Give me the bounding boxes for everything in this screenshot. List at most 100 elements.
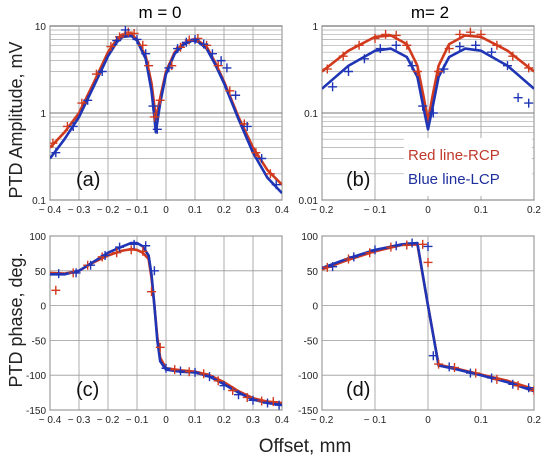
panel-d-label: (d) xyxy=(346,379,370,401)
panel-b-lcp_pts-point xyxy=(513,93,523,103)
panel-b-ytick: 0.1 xyxy=(304,109,318,120)
panel-a-rcp_pts-point xyxy=(77,98,87,108)
panel-d-lcp_pts-point xyxy=(444,362,454,372)
panel-c-xtick: − 0.4 xyxy=(39,415,62,426)
panel-d-lcp_pts-point xyxy=(508,379,518,389)
panel-a-lcp_pts-point xyxy=(132,34,142,44)
panel-c-rcp_pts-point xyxy=(51,285,61,295)
panel-b-rcp_pts-point xyxy=(444,44,454,54)
panel-d-ytick: -100 xyxy=(298,371,318,382)
panel-a-lcp_pts-point xyxy=(141,49,151,59)
panel-c-lcp_pts-point xyxy=(234,390,243,400)
panel-c-rcp_pts-point xyxy=(268,397,278,407)
panel-a-rcp_pts-point xyxy=(225,86,235,96)
panel-a-series xyxy=(50,26,282,194)
panel-d-lcp_pts-point xyxy=(407,238,417,248)
panel-a-xtick: 0.1 xyxy=(188,205,202,216)
panel-c-lcp_pts-point xyxy=(149,266,159,276)
panel-a-lcp_fit-line xyxy=(50,34,282,194)
panel-d-xtick: − 0.2 xyxy=(311,415,334,426)
panel-a-lcp_pts-point xyxy=(231,90,241,100)
panel-b-rcp_pts-point xyxy=(434,66,444,76)
panel-b-rcp_pts-point xyxy=(476,29,486,39)
panel-d-rcp_pts-point xyxy=(344,254,353,264)
panel-c-rcp_pts-point xyxy=(147,287,156,297)
panel-a-xtick: 0 xyxy=(163,205,169,216)
panel-b-lcp_pts-point xyxy=(359,54,369,64)
panel-b-lcp_pts-point xyxy=(391,40,401,50)
panel-b-lcp_pts-point xyxy=(328,82,338,92)
panel-c: − 0.4 − 0.3 − 0.2 − 0.1 0 0.1 0.2 0.3 0.4 -150 -10… xyxy=(26,232,289,426)
panel-c-rcp_pts-point xyxy=(170,365,180,375)
panel-d-rcp_pts-point xyxy=(418,239,428,249)
x-axis-label: Offset, mm xyxy=(259,436,352,457)
panel-c-lcp_pts-point xyxy=(176,366,185,376)
panel-c-rcp_pts-point xyxy=(242,392,252,402)
panel-c-ytick: 100 xyxy=(29,232,46,243)
panel-c-lcp_pts-point xyxy=(54,269,64,279)
panel-a-lcp_pts-point xyxy=(271,180,281,190)
panel-b-rcp_pts-point xyxy=(381,29,391,39)
panel-c-ytick: -50 xyxy=(32,336,47,347)
panels-group: − 0.4− 0.3− 0.2− 0.1 0 0.1 0.2 0.3 0.40.1110(… xyxy=(26,22,541,426)
panel-d-lcp_pts-point xyxy=(487,373,497,383)
panel-d-rcp_pts-point xyxy=(492,374,502,384)
panel-c-label: (c) xyxy=(76,379,99,401)
panel-c-xtick: 0 xyxy=(163,415,169,426)
panel-a-rcp_pts-point xyxy=(50,138,58,148)
panel-c-rcp_pts-point xyxy=(213,376,223,386)
panel-d-rcp_pts-point xyxy=(423,257,433,267)
panel-a-rcp_pts-point xyxy=(129,28,139,38)
panel-b-legend: Red line-RCP Blue line-LCP xyxy=(404,138,532,196)
panel-b-rcp_fit-line xyxy=(322,34,534,123)
panel-c-lcp_pts-point xyxy=(248,395,258,405)
panel-a-rcp_pts-point xyxy=(265,169,275,179)
panel-a-title: m = 0 xyxy=(139,3,182,22)
panel-d-ytick: -50 xyxy=(304,336,319,347)
panel-a: − 0.4 − 0.3 − 0.2 − 0.1 0 0.1 0.2 0.3 0.4 0.1 1 10 (… xyxy=(32,22,289,216)
panel-c-ytick: -150 xyxy=(26,406,46,417)
panel-b-ytick: 1 xyxy=(312,22,318,33)
panel-c-rcp_pts-point xyxy=(199,369,209,379)
panel-a-lcp_pts-point xyxy=(148,101,158,111)
panel-b-lcp_pts-point xyxy=(471,40,481,50)
panel-c-lcp_pts-point xyxy=(100,250,110,260)
panel-b-rcp_pts-point xyxy=(338,51,348,61)
panel-a-xtick: 0.3 xyxy=(246,205,260,216)
panel-a-xtick: − 0.3 xyxy=(68,205,91,216)
panel-d-lcp_pts-point xyxy=(428,351,438,361)
panel-c-ytick: 50 xyxy=(35,267,47,278)
panel-c-series xyxy=(50,239,282,410)
panel-c-ytick: 0 xyxy=(40,302,46,313)
panel-d-rcp_pts-point xyxy=(513,381,523,391)
panel-d-lcp_pts-point xyxy=(391,241,401,251)
panel-a-rcp_pts-point xyxy=(91,69,101,79)
panel-c-rcp_pts-point xyxy=(126,245,136,255)
panel-a-rcp_pts-point xyxy=(213,61,223,71)
panel-d-ytick: 100 xyxy=(301,232,318,243)
panel-b-xtick: 0 xyxy=(425,205,431,216)
panel-c-lcp_pts-point xyxy=(263,398,272,408)
panel-b-lcp_pts-point xyxy=(428,108,438,118)
panel-a-lcp_pts-point xyxy=(164,63,174,73)
panel-c-lcp_pts-point xyxy=(190,367,200,377)
legend-rcp: Red line-RCP xyxy=(408,147,500,164)
panel-b-rcp_pts-point xyxy=(412,66,422,76)
panel-d-ytick: 0 xyxy=(312,302,318,313)
panel-a-rcp_pts-point xyxy=(138,40,148,50)
panel-b-rcp_pts-point xyxy=(455,29,465,39)
panel-b-xtick: 0.1 xyxy=(474,205,488,216)
panel-c-lcp_pts-point xyxy=(161,363,171,373)
panel-b-rcp_pts-point xyxy=(524,63,534,73)
panel-b-rcp_pts-point xyxy=(370,33,380,43)
panel-c-xtick: 0.3 xyxy=(246,415,260,426)
panel-a-lcp_pts-point xyxy=(152,124,162,134)
panel-c-rcp_pts-point xyxy=(155,342,165,352)
panel-c-rcp_pts-point xyxy=(257,396,267,406)
panel-c-rcp_pts-point xyxy=(112,248,122,258)
panel-d-lcp_pts-point xyxy=(465,368,475,378)
panel-a-lcp_pts-point xyxy=(190,34,200,44)
panel-c-lcp_pts-point xyxy=(71,268,81,278)
panel-c-lcp_pts-point xyxy=(205,372,214,382)
panel-b-xtick: 0.2 xyxy=(527,205,541,216)
